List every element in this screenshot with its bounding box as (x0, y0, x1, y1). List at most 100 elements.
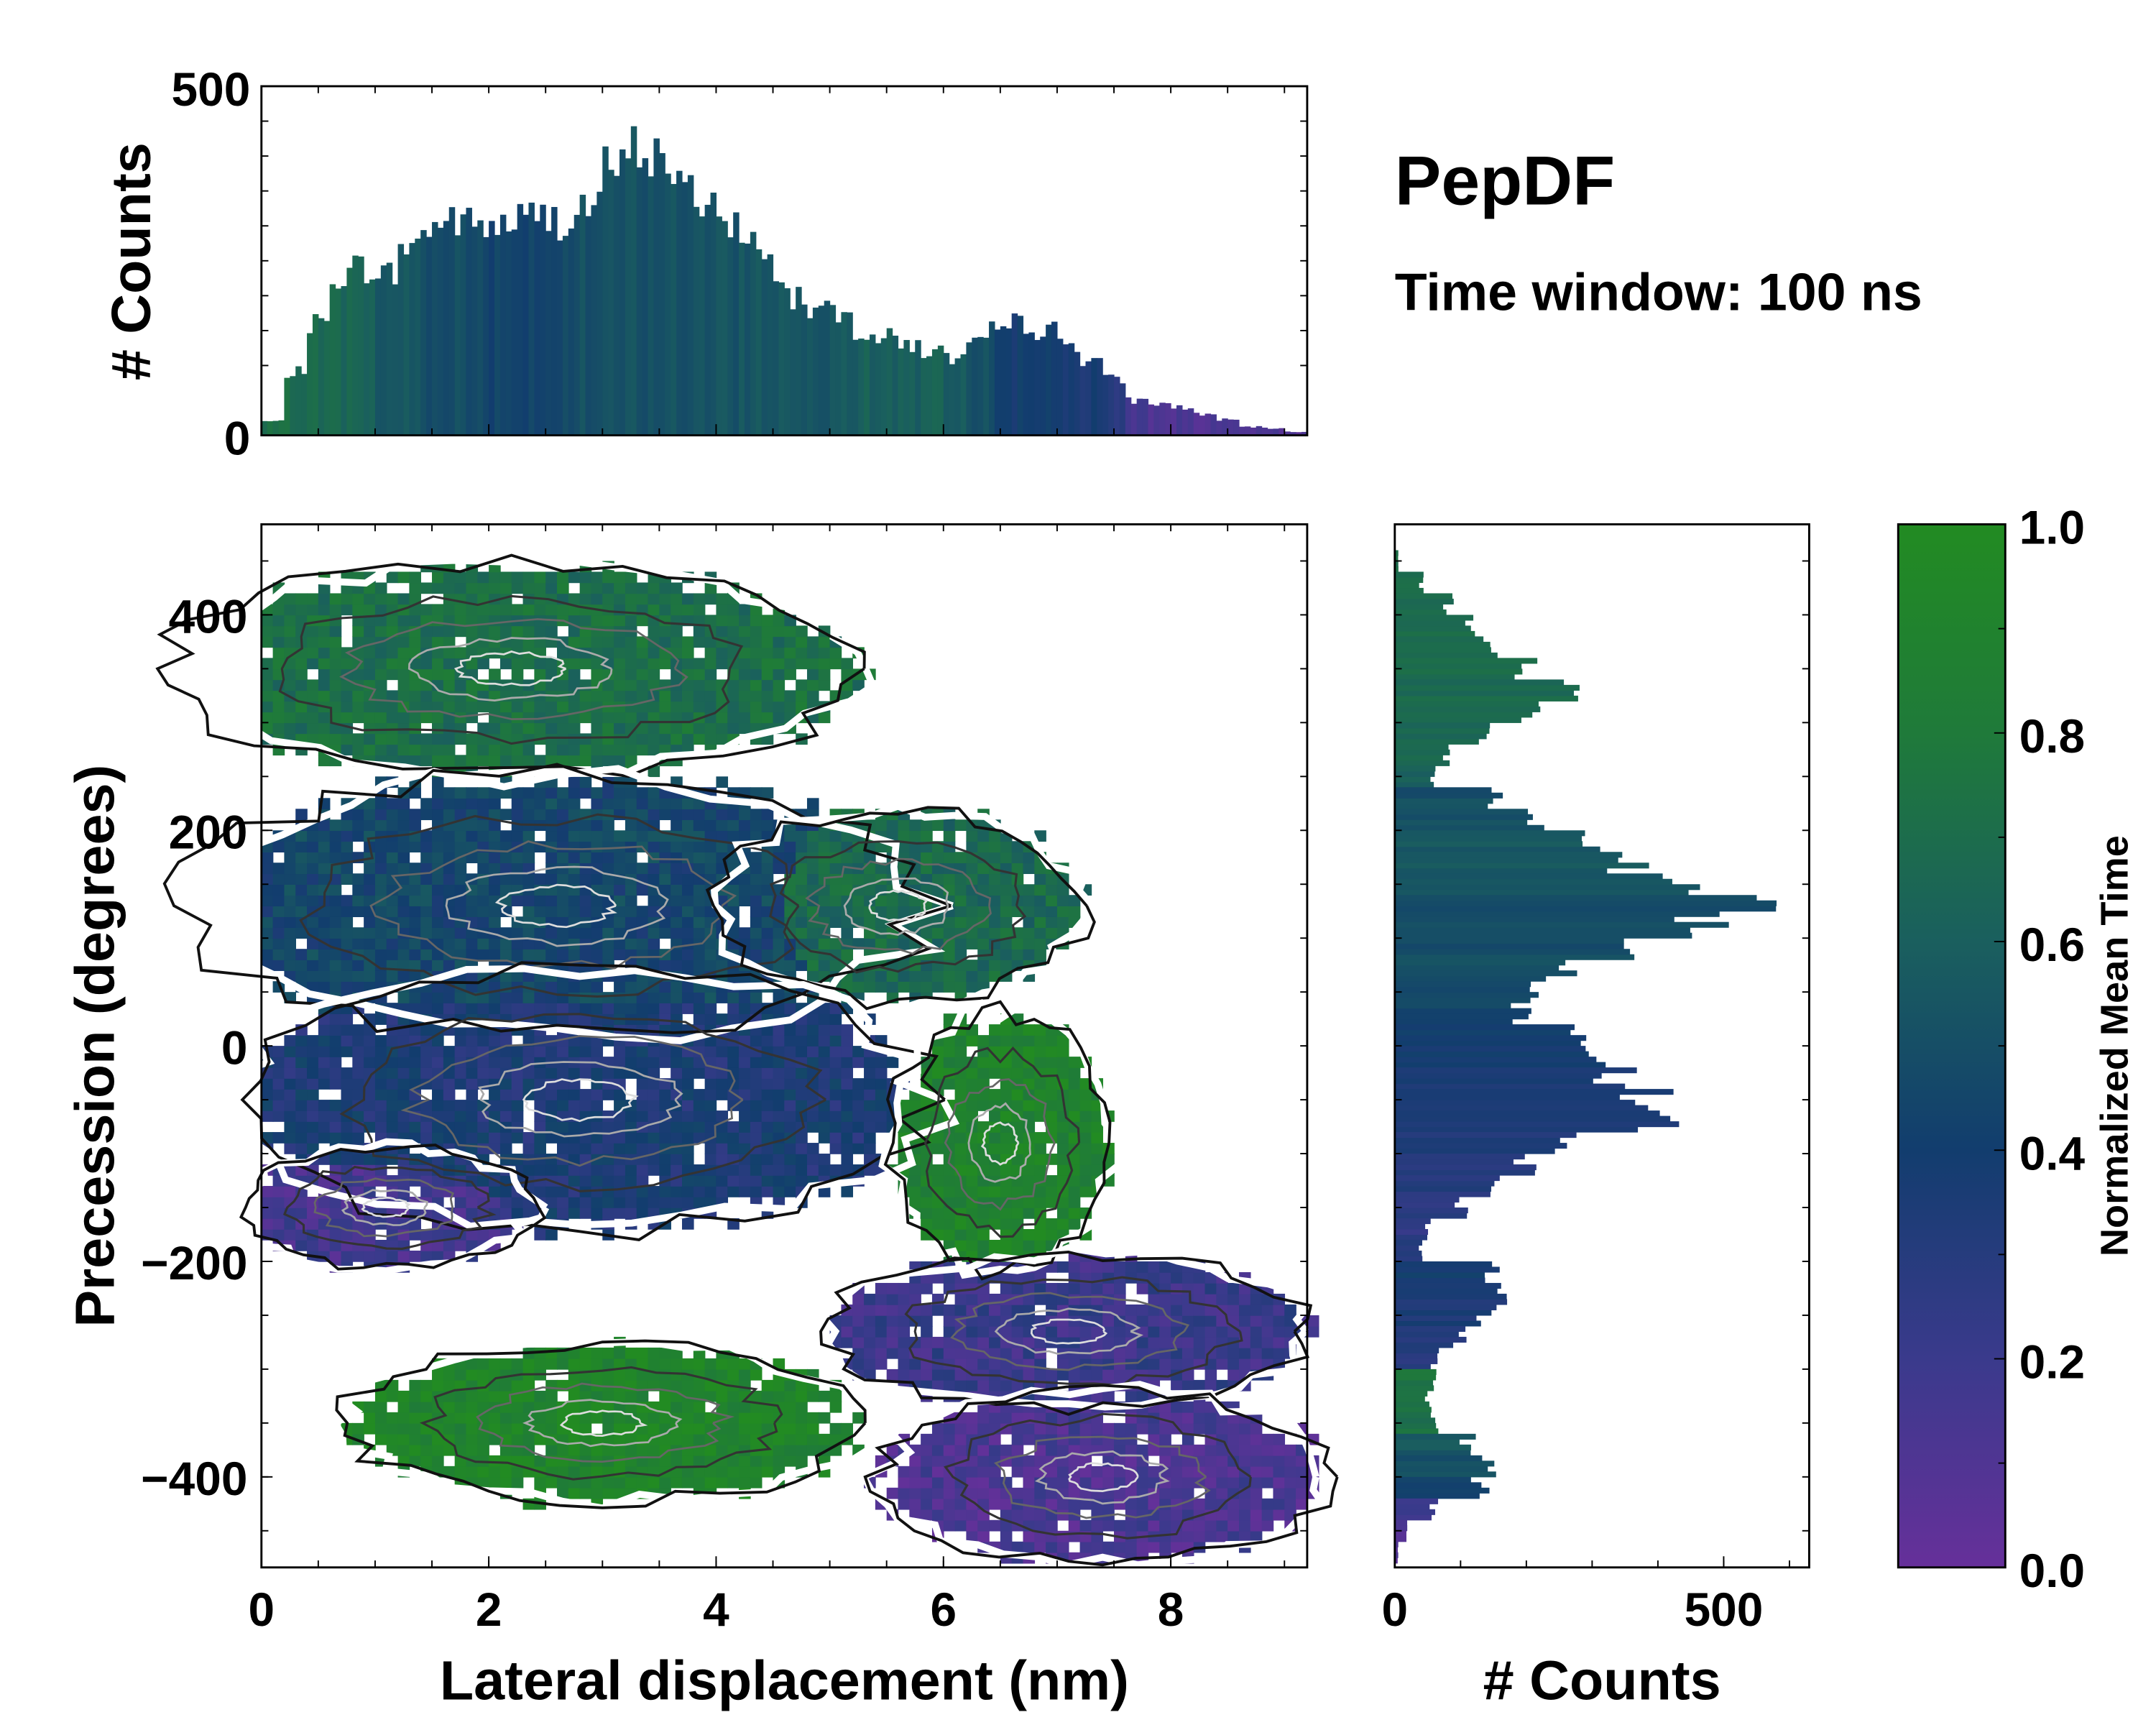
heatmap-cell (409, 1379, 421, 1392)
heatmap-cell (499, 1208, 512, 1219)
heatmap-cell (784, 1024, 796, 1036)
heatmap-cell (602, 809, 614, 821)
heatmap-cell (1000, 841, 1013, 853)
histogram-bar (511, 229, 518, 436)
heatmap-cell (591, 949, 604, 960)
heatmap-cell (784, 647, 796, 659)
heatmap-cell (931, 1208, 944, 1219)
heatmap-cell (1000, 1132, 1013, 1144)
heatmap-cell (409, 992, 421, 1003)
heatmap-cell (852, 1347, 865, 1359)
heatmap-cell (534, 701, 546, 713)
heatmap-cell (1079, 1444, 1092, 1456)
heatmap-cell (477, 1476, 489, 1489)
heatmap-cell (704, 862, 717, 875)
heatmap-cell (307, 1100, 319, 1111)
histogram-bar (648, 176, 655, 436)
heatmap-cell (761, 1164, 774, 1176)
heatmap-cell (511, 625, 524, 638)
heatmap-cell (454, 798, 467, 810)
heatmap-cell (568, 701, 581, 713)
heatmap-cell (591, 733, 604, 745)
heatmap-cell (727, 809, 740, 821)
heatmap-cell (443, 744, 456, 756)
heatmap-cell (329, 593, 342, 605)
heatmap-cell (1216, 1347, 1228, 1359)
heatmap-cell (272, 1197, 285, 1208)
heatmap-cell (284, 960, 297, 971)
heatmap-cell (341, 1154, 354, 1165)
heatmap-cell (568, 1175, 581, 1187)
heatmap-cell (591, 744, 604, 756)
heatmap-cell (614, 1368, 626, 1381)
heatmap-cell (818, 1003, 831, 1014)
heatmap-cell (534, 1476, 546, 1489)
heatmap-cell (818, 1412, 831, 1424)
heatmap-cell (796, 1067, 808, 1079)
heatmap-cell (489, 722, 501, 735)
heatmap-cell (898, 819, 911, 832)
heatmap-cell (954, 1368, 967, 1381)
heatmap-cell (977, 1100, 990, 1111)
heatmap-cell (1136, 1422, 1149, 1435)
heatmap-cell (545, 949, 558, 960)
heatmap-cell (739, 712, 751, 724)
heatmap-cell (1193, 1519, 1206, 1532)
heatmap-cell (307, 1110, 319, 1122)
heatmap-cell (1216, 1519, 1228, 1532)
heatmap-cell (614, 615, 626, 627)
heatmap-cell (397, 658, 410, 670)
heatmap-cell (931, 1336, 944, 1348)
heatmap-cell (307, 841, 319, 853)
heatmap-cell (477, 1067, 489, 1079)
heatmap-cell (796, 1046, 808, 1057)
heatmap-cell (579, 1143, 592, 1154)
heatmap-cell (397, 668, 410, 681)
heatmap-cell (284, 895, 297, 906)
heatmap-cell (1034, 927, 1046, 939)
heatmap-cell (454, 1433, 467, 1445)
heatmap-cell (341, 593, 354, 605)
heatmap-cell (420, 873, 433, 886)
heatmap-cell (818, 938, 831, 949)
heatmap-cell (1068, 1487, 1081, 1499)
heatmap-cell (409, 1089, 421, 1100)
heatmap-cell (386, 1035, 399, 1046)
heatmap-cell (477, 862, 489, 875)
heatmap-cell (648, 582, 660, 594)
heatmap-cell (625, 1143, 637, 1154)
heatmap-cell (773, 1035, 786, 1046)
heatmap-cell (1125, 1390, 1138, 1402)
heatmap-cell (614, 582, 626, 594)
heatmap-cell (681, 819, 694, 832)
heatmap-cell (671, 895, 683, 906)
heatmap-cell (568, 593, 581, 605)
heatmap-cell (818, 1067, 831, 1079)
heatmap-cell (352, 1035, 364, 1046)
heatmap-cell (432, 949, 444, 960)
heatmap-cell (750, 1100, 763, 1111)
heatmap-cell (1148, 1315, 1161, 1327)
heatmap-cell (1193, 1422, 1206, 1435)
heatmap-cell (1056, 1412, 1069, 1424)
histogram-bar (1181, 409, 1189, 436)
histogram-bar (278, 420, 285, 436)
heatmap-cell (818, 862, 831, 875)
heatmap-cell (829, 1121, 842, 1133)
heatmap-cell (796, 1433, 808, 1445)
heatmap-cell (829, 1110, 842, 1122)
heatmap-cell (1000, 1487, 1013, 1499)
heatmap-cell (489, 809, 501, 821)
heatmap-cell (272, 862, 285, 875)
heatmap-cell (750, 938, 763, 949)
heatmap-cell (727, 927, 740, 939)
heatmap-cell (931, 1143, 944, 1154)
heatmap-cell (977, 1379, 990, 1392)
heatmap-cell (1000, 1218, 1013, 1230)
heatmap-cell (681, 884, 694, 896)
heatmap-cell (1056, 1046, 1069, 1057)
heatmap-cell (784, 690, 796, 702)
heatmap-cell (443, 841, 456, 853)
heatmap-cell (284, 1078, 297, 1090)
heatmap-cell (261, 873, 274, 886)
